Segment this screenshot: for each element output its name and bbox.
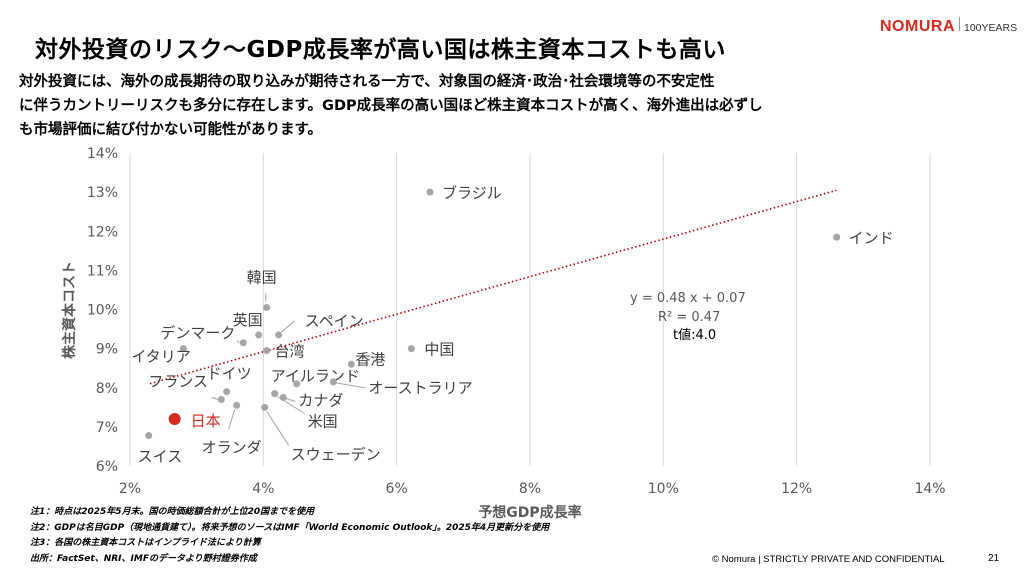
x-tick-label: 14% [914, 481, 945, 497]
confidential-footer: © Nomura | STRICTLY PRIVATE AND CONFIDEN… [712, 554, 945, 565]
data-point-label: スウェーデン [291, 445, 381, 463]
data-point [261, 403, 269, 411]
trendline [149, 189, 837, 385]
trendline-r2: R² = 0.47 [658, 310, 720, 325]
lead-text: 対外投資には、海外の成長期待の取り込みが期待される一方で、対象国の経済･政治･社… [19, 70, 819, 142]
trendline-t-value: t値:4.0 [673, 327, 716, 343]
logo-years: 100YEARS [964, 22, 1018, 34]
y-tick-label: 14% [87, 146, 118, 162]
data-point-label: オーストラリア [368, 379, 472, 397]
label-leader-line [211, 397, 219, 400]
data-point-label: 香港 [355, 350, 385, 368]
data-point-label: カナダ [298, 392, 343, 410]
data-point-label: フランス [148, 372, 208, 390]
data-point [426, 188, 434, 196]
nomura-logo: NOMURA 100YEARS [880, 17, 1017, 36]
footnotes: 注1：時点は2025年5月末。国の時価総額合計が上位20国までを使用 注2：GD… [30, 505, 549, 567]
x-tick-label: 8% [519, 481, 541, 497]
x-tick-label: 6% [386, 481, 408, 497]
y-tick-label: 7% [96, 420, 118, 436]
trendline-equation: y = 0.48 x + 0.07 [630, 291, 746, 306]
y-tick-label: 6% [96, 459, 118, 475]
data-point [263, 347, 271, 355]
data-point-label: オランダ [202, 438, 262, 456]
logo-divider [959, 17, 960, 31]
lead-line-3: も市場評価に結び付かない可能性があります。 [19, 122, 323, 138]
x-axis-title: 予想GDP成長率 [478, 504, 581, 521]
note-3: 注3：各国の株主資本コストはインプライド法により計算 [30, 538, 261, 548]
label-leader-line [228, 409, 236, 430]
data-point-label: 韓国 [247, 269, 277, 287]
data-point-label: 日本 [191, 412, 221, 430]
data-point [255, 331, 263, 339]
data-point-label: デンマーク [160, 324, 235, 342]
data-point-label: インド [849, 229, 894, 247]
y-tick-label: 9% [96, 342, 118, 358]
data-point [275, 331, 283, 339]
label-leader-line [236, 340, 240, 344]
x-tick-label: 10% [648, 481, 679, 497]
data-point-highlight [168, 413, 181, 426]
label-leader-line [266, 411, 290, 446]
data-point [263, 304, 271, 312]
data-point-label: スイス [138, 447, 183, 465]
y-tick-label: 11% [87, 263, 118, 279]
data-point-label: イタリア [131, 348, 190, 366]
data-point [179, 345, 187, 353]
x-tick-label: 4% [252, 481, 274, 497]
y-tick-label: 13% [87, 185, 118, 201]
data-point [407, 345, 415, 353]
data-point [233, 401, 241, 409]
data-point [329, 378, 337, 386]
data-point-label: 中国 [424, 341, 454, 359]
page-number: 21 [988, 553, 1000, 564]
label-leader-line [286, 398, 296, 403]
lead-line-2: に伴うカントリーリスクも多分に存在します。GDP成長率の高い国ほど株主資本コスト… [19, 98, 763, 114]
y-tick-label: 8% [96, 381, 118, 397]
y-tick-label: 12% [87, 224, 118, 240]
data-point [223, 388, 231, 396]
logo-brand: NOMURA [880, 18, 955, 35]
x-tick-label: 2% [119, 481, 141, 497]
data-point-label: ブラジル [442, 184, 502, 202]
y-axis-title: 株主資本コスト [61, 261, 78, 359]
label-leader-line [281, 320, 295, 333]
note-1: 注1：時点は2025年5月末。国の時価総額合計が上位20国までを使用 [30, 507, 315, 517]
x-tick-label: 12% [781, 481, 812, 497]
data-point [833, 233, 841, 241]
data-point [217, 395, 225, 403]
source-note: 出所：FactSet、NRI、IMFのデータより野村證券作成 [30, 553, 257, 564]
data-point-label: 英国 [233, 311, 263, 329]
data-point [145, 431, 153, 439]
y-tick-label: 10% [87, 303, 118, 319]
data-point [239, 339, 247, 347]
data-point [347, 360, 355, 368]
data-point [271, 390, 279, 398]
note-2: 注2：GDPは名目GDP（現地通貨建て）。将来予想のソースはIMF「World … [30, 522, 550, 533]
data-point-label: ドイツ [207, 365, 252, 383]
data-point [293, 380, 301, 388]
lead-line-1: 対外投資には、海外の成長期待の取り込みが期待される一方で、対象国の経済･政治･社… [19, 74, 715, 90]
data-point-label: アイルランド [271, 367, 360, 385]
data-point-label: 台湾 [275, 343, 305, 361]
slide-title: 対外投資のリスク～GDP成長率が高い国は株主資本コストも高い [35, 37, 726, 63]
label-leader-line [336, 382, 366, 389]
data-point-label: スペイン [305, 312, 364, 330]
label-leader-line [277, 396, 305, 415]
data-point-label: 米国 [308, 413, 338, 431]
